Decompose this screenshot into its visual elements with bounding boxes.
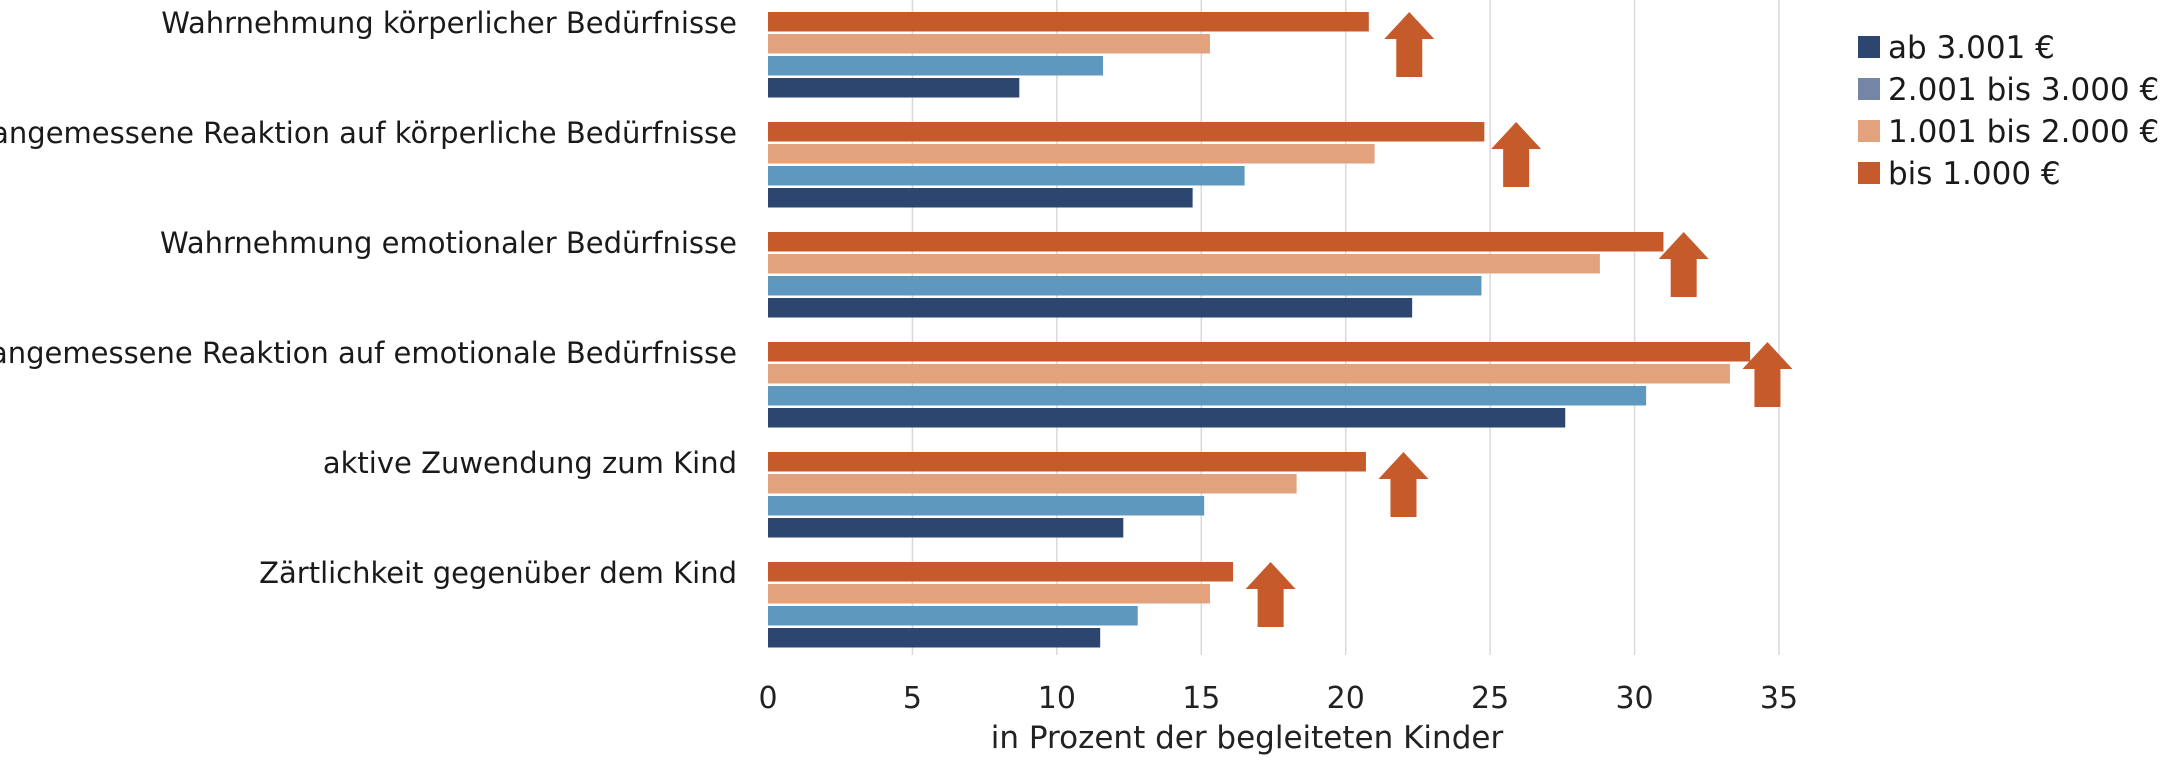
bar-wahrnehmung-koerperlicher-beduerfnisse-2-001-bis-3-000-eur — [768, 56, 1104, 76]
legend-item-1-001-bis-2-000-eur: 1.001 bis 2.000 € — [1858, 114, 2159, 150]
x-axis-title: in Prozent der begleiteten Kinder — [991, 720, 1504, 756]
bar-angemessene-reaktion-auf-emotionale-beduerfnisse-1-001-bis-2-000-eur — [768, 364, 1730, 384]
bar-group-wahrnehmung-koerperlicher-beduerfnisse — [768, 12, 1369, 98]
bar-group-aktive-zuwendung-zum-kind — [768, 452, 1366, 538]
gridlines — [911, 0, 1780, 655]
bar-zaertlichkeit-gegenueber-dem-kind-1-001-bis-2-000-eur — [768, 584, 1210, 604]
bar-wahrnehmung-koerperlicher-beduerfnisse-1-001-bis-2-000-eur — [768, 34, 1210, 54]
legend-label-1-001-bis-2-000-eur: 1.001 bis 2.000 € — [1888, 114, 2159, 150]
bar-wahrnehmung-emotionaler-beduerfnisse-bis-1-000-eur — [768, 232, 1664, 252]
bar-zaertlichkeit-gegenueber-dem-kind-2-001-bis-3-000-eur — [768, 606, 1138, 626]
bar-angemessene-reaktion-auf-koerperliche-beduerfnisse-ab-3-001-eur — [768, 188, 1193, 208]
legend-label-2-001-bis-3-000-eur: 2.001 bis 3.000 € — [1888, 72, 2159, 108]
arrow-up-icon-aktive-zuwendung-zum-kind — [1378, 452, 1429, 517]
bar-aktive-zuwendung-zum-kind-ab-3-001-eur — [768, 518, 1124, 538]
x-tick-label-10: 10 — [1038, 681, 1076, 716]
category-label-wahrnehmung-emotionaler-beduerfnisse: Wahrnehmung emotionaler Bedürfnisse — [160, 226, 737, 260]
bar-angemessene-reaktion-auf-emotionale-beduerfnisse-2-001-bis-3-000-eur — [768, 386, 1647, 406]
bar-angemessene-reaktion-auf-emotionale-beduerfnisse-bis-1-000-eur — [768, 342, 1751, 362]
arrow-up-icon-zaertlichkeit-gegenueber-dem-kind — [1245, 562, 1296, 627]
legend-swatch-bis-1-000-eur — [1858, 162, 1880, 184]
bars — [768, 12, 1751, 648]
bar-angemessene-reaktion-auf-emotionale-beduerfnisse-ab-3-001-eur — [768, 408, 1566, 428]
bar-angemessene-reaktion-auf-koerperliche-beduerfnisse-bis-1-000-eur — [768, 122, 1485, 142]
arrow-annotations — [1245, 12, 1793, 627]
bar-wahrnehmung-koerperlicher-beduerfnisse-ab-3-001-eur — [768, 78, 1020, 98]
bar-wahrnehmung-emotionaler-beduerfnisse-ab-3-001-eur — [768, 298, 1413, 318]
category-label-aktive-zuwendung-zum-kind: aktive Zuwendung zum Kind — [323, 446, 737, 480]
bar-group-wahrnehmung-emotionaler-beduerfnisse — [768, 232, 1664, 318]
bar-group-zaertlichkeit-gegenueber-dem-kind — [768, 562, 1234, 648]
legend-swatch-ab-3-001-eur — [1858, 36, 1880, 58]
x-tick-label-30: 30 — [1615, 681, 1653, 716]
legend: ab 3.001 € 2.001 bis 3.000 € 1.001 bis 2.0… — [1858, 30, 2159, 192]
x-tick-label-25: 25 — [1471, 681, 1509, 716]
bar-aktive-zuwendung-zum-kind-bis-1-000-eur — [768, 452, 1366, 472]
legend-label-bis-1-000-eur: bis 1.000 € — [1888, 156, 2061, 192]
category-labels: Wahrnehmung körperlicher Bedürfnisse ange… — [0, 6, 737, 590]
bar-wahrnehmung-koerperlicher-beduerfnisse-bis-1-000-eur — [768, 12, 1369, 32]
x-tick-label-0: 0 — [758, 681, 777, 716]
bar-wahrnehmung-emotionaler-beduerfnisse-2-001-bis-3-000-eur — [768, 276, 1482, 296]
bar-angemessene-reaktion-auf-koerperliche-beduerfnisse-1-001-bis-2-000-eur — [768, 144, 1375, 164]
x-tick-label-15: 15 — [1182, 681, 1220, 716]
x-tick-label-5: 5 — [903, 681, 922, 716]
x-tick-label-20: 20 — [1327, 681, 1365, 716]
bar-wahrnehmung-emotionaler-beduerfnisse-1-001-bis-2-000-eur — [768, 254, 1600, 274]
x-tick-label-35: 35 — [1760, 681, 1798, 716]
bar-group-angemessene-reaktion-auf-koerperliche-beduerfnisse — [768, 122, 1485, 208]
bar-group-angemessene-reaktion-auf-emotionale-beduerfnisse — [768, 342, 1751, 428]
arrow-up-icon-wahrnehmung-emotionaler-beduerfnisse — [1658, 232, 1709, 297]
arrow-up-icon-wahrnehmung-koerperlicher-beduerfnisse — [1384, 12, 1435, 77]
bar-aktive-zuwendung-zum-kind-2-001-bis-3-000-eur — [768, 496, 1205, 516]
arrow-up-icon-angemessene-reaktion-auf-emotionale-beduerfnisse — [1742, 342, 1793, 407]
legend-item-2-001-bis-3-000-eur: 2.001 bis 3.000 € — [1858, 72, 2159, 108]
legend-swatch-1-001-bis-2-000-eur — [1858, 120, 1880, 142]
bar-aktive-zuwendung-zum-kind-1-001-bis-2-000-eur — [768, 474, 1297, 494]
legend-swatch-2-001-bis-3-000-eur — [1858, 78, 1880, 100]
bar-zaertlichkeit-gegenueber-dem-kind-ab-3-001-eur — [768, 628, 1101, 648]
legend-item-ab-3-001-eur: ab 3.001 € — [1858, 30, 2055, 66]
bar-zaertlichkeit-gegenueber-dem-kind-bis-1-000-eur — [768, 562, 1234, 582]
x-tick-labels: 0 5 10 15 20 25 30 35 — [758, 681, 1798, 716]
category-label-wahrnehmung-koerperlicher-beduerfnisse: Wahrnehmung körperlicher Bedürfnisse — [161, 6, 737, 40]
category-label-angemessene-reaktion-auf-koerperliche-beduerfnisse: angemessene Reaktion auf körperliche Bed… — [0, 116, 737, 150]
category-label-angemessene-reaktion-auf-emotionale-beduerfnisse: angemessene Reaktion auf emotionale Bedü… — [0, 336, 737, 370]
arrow-up-icon-angemessene-reaktion-auf-koerperliche-beduerfnisse — [1491, 122, 1542, 187]
category-label-zaertlichkeit-gegenueber-dem-kind: Zärtlichkeit gegenüber dem Kind — [259, 556, 737, 590]
legend-label-ab-3-001-eur: ab 3.001 € — [1888, 30, 2055, 66]
legend-item-bis-1-000-eur: bis 1.000 € — [1858, 156, 2061, 192]
bar-angemessene-reaktion-auf-koerperliche-beduerfnisse-2-001-bis-3-000-eur — [768, 166, 1245, 186]
